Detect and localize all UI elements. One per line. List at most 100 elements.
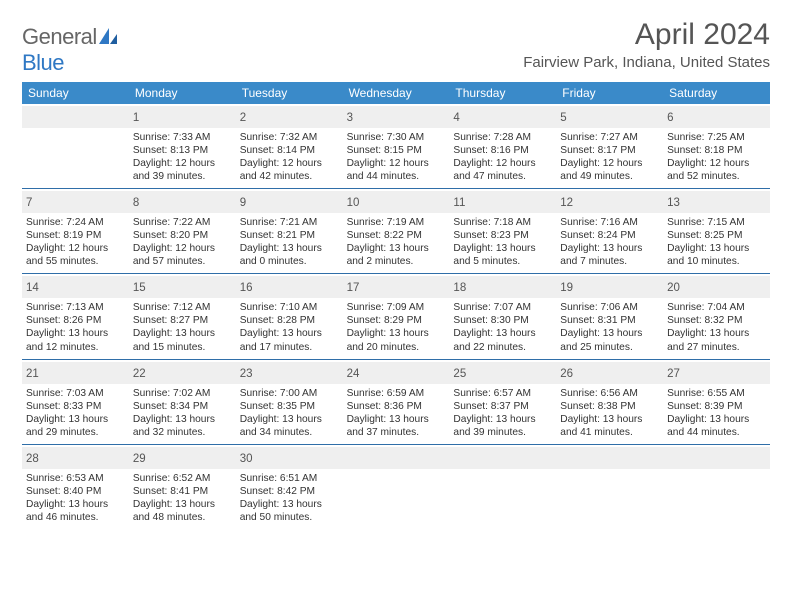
day-header: Tuesday bbox=[236, 82, 343, 104]
day-number-row: 16 bbox=[236, 276, 343, 298]
day-detail: Sunrise: 7:16 AMSunset: 8:24 PMDaylight:… bbox=[560, 216, 659, 268]
sunset-text: Sunset: 8:24 PM bbox=[560, 229, 659, 242]
calendar-week: 21Sunrise: 7:03 AMSunset: 8:33 PMDayligh… bbox=[22, 360, 770, 445]
day-detail: Sunrise: 6:52 AMSunset: 8:41 PMDaylight:… bbox=[133, 472, 232, 524]
day-number-row: 11 bbox=[449, 191, 556, 213]
daylight-text-1: Daylight: 12 hours bbox=[453, 157, 552, 170]
sunrise-text: Sunrise: 7:28 AM bbox=[453, 131, 552, 144]
sunrise-text: Sunrise: 7:19 AM bbox=[347, 216, 446, 229]
day-detail: Sunrise: 7:09 AMSunset: 8:29 PMDaylight:… bbox=[347, 301, 446, 353]
sunset-text: Sunset: 8:30 PM bbox=[453, 314, 552, 327]
day-number-row bbox=[22, 106, 129, 128]
day-detail: Sunrise: 7:12 AMSunset: 8:27 PMDaylight:… bbox=[133, 301, 232, 353]
daylight-text-2: and 46 minutes. bbox=[26, 511, 125, 524]
sunrise-text: Sunrise: 6:59 AM bbox=[347, 387, 446, 400]
sunrise-text: Sunrise: 7:16 AM bbox=[560, 216, 659, 229]
daylight-text-2: and 57 minutes. bbox=[133, 255, 232, 268]
day-number: 2 bbox=[240, 112, 246, 124]
day-number: 6 bbox=[667, 112, 673, 124]
daylight-text-1: Daylight: 13 hours bbox=[453, 242, 552, 255]
day-number-row: 29 bbox=[129, 447, 236, 469]
day-number: 13 bbox=[667, 197, 680, 209]
daylight-text-2: and 5 minutes. bbox=[453, 255, 552, 268]
day-number-row: 4 bbox=[449, 106, 556, 128]
daylight-text-1: Daylight: 13 hours bbox=[133, 498, 232, 511]
location-text: Fairview Park, Indiana, United States bbox=[523, 54, 770, 71]
day-number-row: 9 bbox=[236, 191, 343, 213]
calendar-cell: 5Sunrise: 7:27 AMSunset: 8:17 PMDaylight… bbox=[556, 104, 663, 189]
daylight-text-1: Daylight: 12 hours bbox=[133, 157, 232, 170]
day-detail: Sunrise: 7:02 AMSunset: 8:34 PMDaylight:… bbox=[133, 387, 232, 439]
sunset-text: Sunset: 8:13 PM bbox=[133, 144, 232, 157]
daylight-text-2: and 2 minutes. bbox=[347, 255, 446, 268]
calendar-cell: 14Sunrise: 7:13 AMSunset: 8:26 PMDayligh… bbox=[22, 274, 129, 359]
daylight-text-1: Daylight: 13 hours bbox=[133, 327, 232, 340]
day-number-row: 5 bbox=[556, 106, 663, 128]
calendar-cell: 17 Sunrise: 7:09 AMSunset: 8:29 PMDayligh… bbox=[343, 274, 450, 359]
calendar-cell-empty bbox=[449, 445, 556, 529]
day-number: 25 bbox=[453, 368, 466, 380]
day-number-row: 3 bbox=[343, 106, 450, 128]
day-detail: Sunrise: 7:04 AMSunset: 8:32 PMDaylight:… bbox=[667, 301, 766, 353]
sunset-text: Sunset: 8:26 PM bbox=[26, 314, 125, 327]
sunset-text: Sunset: 8:31 PM bbox=[560, 314, 659, 327]
sunset-text: Sunset: 8:32 PM bbox=[667, 314, 766, 327]
daylight-text-1: Daylight: 13 hours bbox=[240, 413, 339, 426]
day-number: 18 bbox=[453, 282, 466, 294]
brand-part1: General bbox=[22, 24, 97, 49]
daylight-text-1: Daylight: 13 hours bbox=[453, 327, 552, 340]
day-number-row: 19 bbox=[556, 276, 663, 298]
calendar-cell: 10Sunrise: 7:19 AMSunset: 8:22 PMDayligh… bbox=[343, 189, 450, 274]
sunset-text: Sunset: 8:15 PM bbox=[347, 144, 446, 157]
sunrise-text: Sunrise: 7:12 AM bbox=[133, 301, 232, 314]
day-detail: Sunrise: 7:15 AMSunset: 8:25 PMDaylight:… bbox=[667, 216, 766, 268]
day-number-row bbox=[663, 447, 770, 469]
day-detail: Sunrise: 7:22 AMSunset: 8:20 PMDaylight:… bbox=[133, 216, 232, 268]
day-detail: Sunrise: 6:55 AMSunset: 8:39 PMDaylight:… bbox=[667, 387, 766, 439]
calendar-week: 7Sunrise: 7:24 AMSunset: 8:19 PMDaylight… bbox=[22, 189, 770, 274]
daylight-text-1: Daylight: 13 hours bbox=[560, 327, 659, 340]
sunset-text: Sunset: 8:14 PM bbox=[240, 144, 339, 157]
sunrise-text: Sunrise: 6:51 AM bbox=[240, 472, 339, 485]
calendar-cell: 12Sunrise: 7:16 AMSunset: 8:24 PMDayligh… bbox=[556, 189, 663, 274]
daylight-text-2: and 44 minutes. bbox=[667, 426, 766, 439]
sunset-text: Sunset: 8:16 PM bbox=[453, 144, 552, 157]
daylight-text-1: Daylight: 13 hours bbox=[667, 327, 766, 340]
day-detail: Sunrise: 7:10 AMSunset: 8:28 PMDaylight:… bbox=[240, 301, 339, 353]
calendar-cell: 7Sunrise: 7:24 AMSunset: 8:19 PMDaylight… bbox=[22, 189, 129, 274]
daylight-text-1: Daylight: 13 hours bbox=[560, 242, 659, 255]
day-number: 27 bbox=[667, 368, 680, 380]
sunset-text: Sunset: 8:34 PM bbox=[133, 400, 232, 413]
day-number-row: 20 bbox=[663, 276, 770, 298]
day-number-row: 8 bbox=[129, 191, 236, 213]
day-number: 9 bbox=[240, 197, 246, 209]
calendar-cell-empty bbox=[556, 445, 663, 529]
sunset-text: Sunset: 8:39 PM bbox=[667, 400, 766, 413]
brand-text: General Blue bbox=[22, 24, 117, 76]
day-number: 30 bbox=[240, 453, 253, 465]
page-title: April 2024 bbox=[523, 18, 770, 52]
day-detail: Sunrise: 7:07 AMSunset: 8:30 PMDaylight:… bbox=[453, 301, 552, 353]
sunrise-text: Sunrise: 7:15 AM bbox=[667, 216, 766, 229]
daylight-text-1: Daylight: 13 hours bbox=[26, 327, 125, 340]
daylight-text-2: and 32 minutes. bbox=[133, 426, 232, 439]
day-number: 17 bbox=[347, 282, 360, 294]
daylight-text-2: and 0 minutes. bbox=[240, 255, 339, 268]
day-number-row: 2 bbox=[236, 106, 343, 128]
calendar-cell: 3Sunrise: 7:30 AMSunset: 8:15 PMDaylight… bbox=[343, 104, 450, 189]
day-number-row: 13 bbox=[663, 191, 770, 213]
calendar-week: 14Sunrise: 7:13 AMSunset: 8:26 PMDayligh… bbox=[22, 274, 770, 359]
calendar-cell: 23Sunrise: 7:00 AMSunset: 8:35 PMDayligh… bbox=[236, 360, 343, 445]
daylight-text-1: Daylight: 13 hours bbox=[453, 413, 552, 426]
day-number-row: 14 bbox=[22, 276, 129, 298]
day-number: 21 bbox=[26, 368, 39, 380]
calendar-cell: 2Sunrise: 7:32 AMSunset: 8:14 PMDaylight… bbox=[236, 104, 343, 189]
calendar-cell: 24Sunrise: 6:59 AMSunset: 8:36 PMDayligh… bbox=[343, 360, 450, 445]
day-number-row: 10 bbox=[343, 191, 450, 213]
day-number-row: 27 bbox=[663, 362, 770, 384]
sunset-text: Sunset: 8:36 PM bbox=[347, 400, 446, 413]
day-number: 7 bbox=[26, 197, 32, 209]
daylight-text-2: and 22 minutes. bbox=[453, 341, 552, 354]
sunrise-text: Sunrise: 7:02 AM bbox=[133, 387, 232, 400]
brand-part2: Blue bbox=[22, 50, 64, 75]
